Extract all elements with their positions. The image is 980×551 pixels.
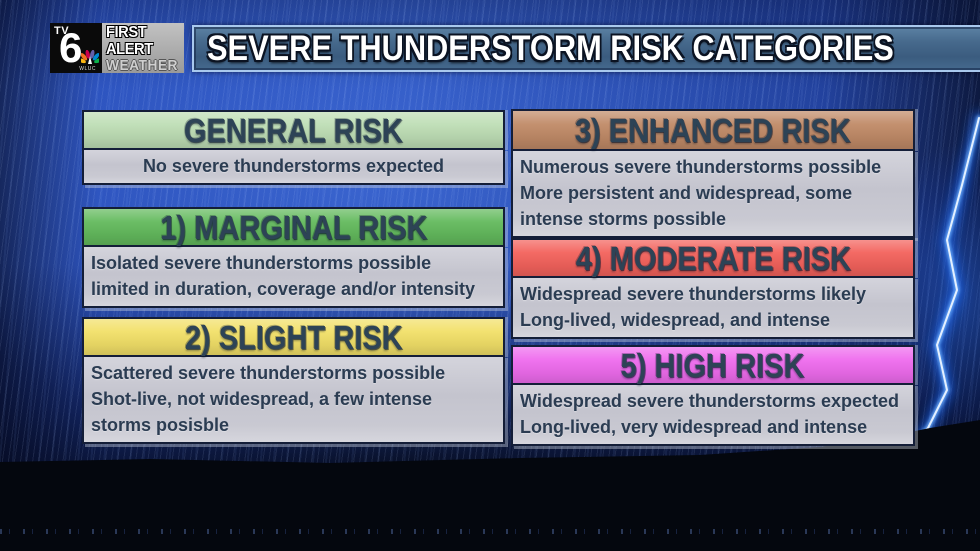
risk-desc-line: storms posisble [91,415,230,435]
page-title: SEVERE THUNDERSTORM RISK CATEGORIES [207,28,894,68]
risk-panel-enhanced: 3) ENHANCED RISK Numerous severe thunder… [511,109,915,238]
risk-label-general: GENERAL RISK [184,111,403,149]
horizon-lights [0,529,980,534]
risk-description-marginal: Isolated severe thunderstorms possible l… [82,245,505,308]
tv-label: TV [54,25,70,37]
risk-panel-slight: 2) SLIGHT RISK Scattered severe thunders… [82,317,505,444]
risk-panel-high: 5) HIGH RISK Widespread severe thunderst… [511,345,915,446]
risk-desc-line: Shot-live, not widespread, a few intense [91,389,433,409]
risk-label-slight: 2) SLIGHT RISK [184,318,403,356]
risk-description-slight: Scattered severe thunderstorms possible … [82,355,505,444]
tv6-logo: TV 6 WLUC [50,23,102,73]
title-bar: SEVERE THUNDERSTORM RISK CATEGORIES [192,25,980,72]
risk-header-general: GENERAL RISK [82,110,505,150]
risk-header-high: 5) HIGH RISK [511,345,915,385]
station-callsign: WLUC [79,66,96,72]
badge-first-alert: FIRST ALERT [106,23,153,58]
risk-description-high: Widespread severe thunderstorms expected… [511,383,915,446]
risk-desc-line: limited in duration, coverage and/or int… [91,279,476,299]
risk-desc-line: Widespread severe thunderstorms expected [520,391,899,411]
risk-desc-line: Numerous severe thunderstorms possible [520,157,882,177]
risk-label-high: 5) HIGH RISK [621,346,805,384]
risk-header-enhanced: 3) ENHANCED RISK [511,109,915,151]
badge-weather: WEATHER [106,56,178,74]
risk-panel-general: GENERAL RISK No severe thunderstorms exp… [82,110,505,185]
risk-panel-marginal: 1) MARGINAL RISK Isolated severe thunder… [82,207,505,308]
risk-panel-moderate: 4) MODERATE RISK Widespread severe thund… [511,238,915,339]
risk-label-enhanced: 3) ENHANCED RISK [575,111,851,149]
risk-desc-line: Scattered severe thunderstorms possible [91,363,446,383]
risk-desc-line: Long-lived, very widespread and intense [520,417,868,437]
first-alert-badge: FIRST ALERT WEATHER [102,23,184,73]
risk-desc-line: More persistent and widespread, some [520,183,853,203]
risk-desc-line: intense storms possible [520,209,727,229]
risk-description-enhanced: Numerous severe thunderstorms possible M… [511,149,915,238]
risk-description-moderate: Widespread severe thunderstorms likely L… [511,276,915,339]
risk-description-general: No severe thunderstorms expected [82,148,505,185]
risk-header-marginal: 1) MARGINAL RISK [82,207,505,247]
channel-number: 6 [59,24,83,71]
risk-header-moderate: 4) MODERATE RISK [511,238,915,278]
risk-desc-line: No severe thunderstorms expected [142,156,445,176]
risk-label-moderate: 4) MODERATE RISK [575,239,851,277]
risk-header-slight: 2) SLIGHT RISK [82,317,505,357]
station-logo: TV 6 WLUC FIRST ALERT WEATHER [50,23,184,73]
risk-desc-line: Long-lived, widespread, and intense [520,310,831,330]
risk-desc-line: Isolated severe thunderstorms possible [91,253,432,273]
nbc-peacock-icon [81,50,99,64]
risk-desc-line: Widespread severe thunderstorms likely [520,284,866,304]
risk-label-marginal: 1) MARGINAL RISK [159,208,428,246]
